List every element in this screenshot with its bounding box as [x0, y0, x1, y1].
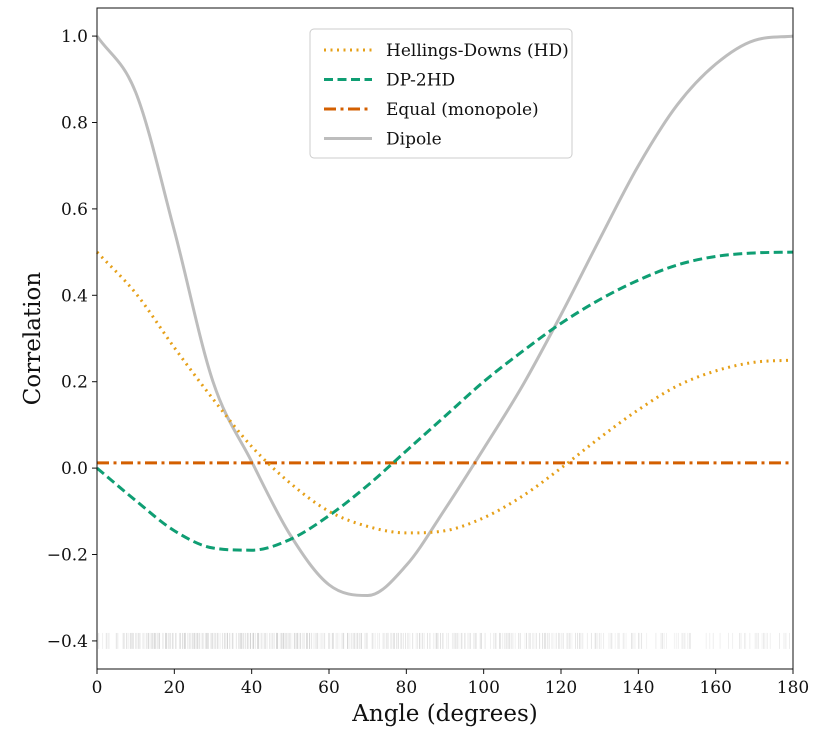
- series-line-hellings-downs-hd: [95, 251, 794, 535]
- y-tick-label: 0.2: [61, 373, 88, 393]
- x-tick-label: 40: [241, 678, 263, 698]
- x-tick-label: 140: [622, 678, 654, 698]
- x-tick-label: 100: [467, 678, 499, 698]
- y-tick-label: 1.0: [61, 27, 88, 47]
- x-tick-label: 120: [545, 678, 577, 698]
- y-tick-label: −0.2: [47, 546, 88, 566]
- x-tick-label: 180: [777, 678, 809, 698]
- legend: Hellings-Downs (HD) DP-2HD Equal (monopole…: [309, 28, 573, 159]
- series-line-dipole: [95, 34, 794, 598]
- x-tick-label: 0: [92, 678, 103, 698]
- x-tick-label: 60: [318, 678, 340, 698]
- x-axis-ticks: 0 20 40 60 80 100 120 140 160 180: [92, 669, 809, 698]
- legend-box: [309, 28, 573, 159]
- y-tick-label: 0.8: [61, 113, 88, 133]
- y-tick-label: 0.6: [61, 200, 88, 220]
- x-axis-label: Angle (degrees): [351, 701, 537, 727]
- y-tick-label: −0.4: [47, 632, 88, 652]
- plot-frame: [96, 7, 794, 670]
- angle-rug: [98, 632, 791, 649]
- y-tick-label: 0.0: [61, 459, 88, 479]
- legend-label-equal-monopole: Equal (monopole): [386, 100, 539, 120]
- series-line-dp-2hd: [96, 250, 794, 552]
- y-tick-label: 0.4: [61, 286, 88, 306]
- legend-label-hellings-downs-hd: Hellings-Downs (HD): [386, 41, 569, 61]
- x-tick-label: 20: [164, 678, 186, 698]
- x-tick-label: 160: [699, 678, 731, 698]
- legend-label-dp-2hd: DP-2HD: [386, 71, 455, 91]
- y-axis-ticks: −0.4 −0.2 0.0 0.2 0.4 0.6 0.8 1.0: [47, 27, 97, 652]
- y-axis-label: Correlation: [20, 272, 46, 406]
- series-lines: [95, 34, 794, 598]
- x-tick-label: 80: [396, 678, 418, 698]
- legend-label-dipole: Dipole: [386, 130, 442, 150]
